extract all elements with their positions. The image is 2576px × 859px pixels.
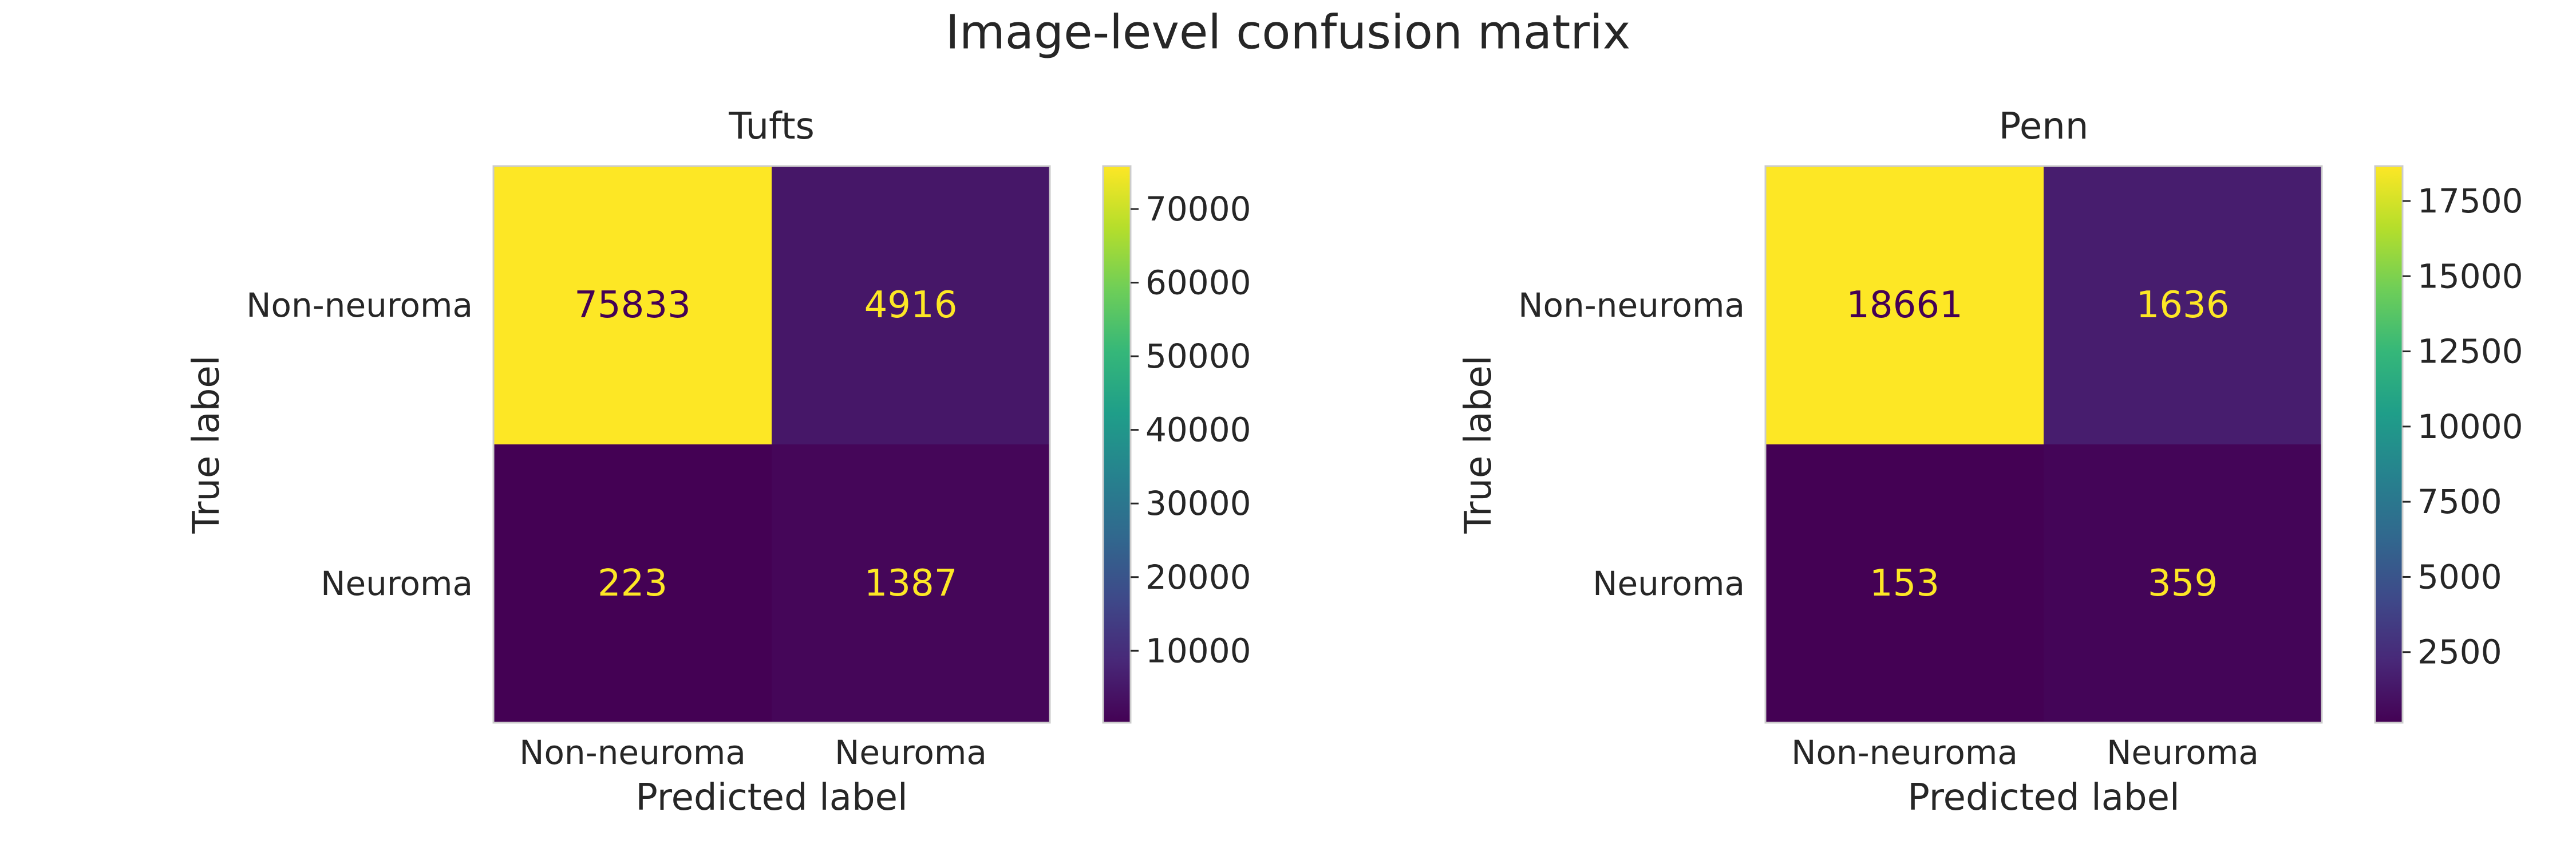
colorbar-frame	[1102, 165, 1132, 724]
heatmap-cell	[772, 166, 1050, 444]
confusion-matrix-panel-2: Penn 18661 1636 153 359 Non-neuroma Neuroma Non…	[1457, 105, 2523, 819]
cell-value-label: 153	[1870, 562, 1939, 605]
heatmap-cell	[2044, 444, 2322, 723]
x-tick-label: Neuroma	[835, 733, 987, 772]
x-tick-label: Non-neuroma	[1791, 733, 2018, 772]
cell-value-label: 1387	[864, 562, 958, 605]
colorbar	[1103, 166, 1131, 723]
colorbar-tick-label: 17500	[2417, 182, 2523, 220]
figure-title: Image-level confusion matrix	[946, 5, 1631, 60]
colorbar-tick-label: 12500	[2417, 332, 2523, 371]
heatmap-cell	[2044, 166, 2322, 444]
colorbar-tick-label: 15000	[2417, 257, 2523, 295]
colorbar-tick-label: 5000	[2417, 557, 2502, 596]
y-axis-label: True label	[185, 355, 228, 534]
colorbar-tick-label: 30000	[1145, 484, 1251, 523]
matrix-frame	[492, 165, 1051, 724]
heatmap-cell	[1765, 166, 2044, 444]
colorbar-tick-label: 60000	[1145, 263, 1251, 302]
x-axis-label: Predicted label	[1907, 777, 2180, 819]
matrix-frame	[1764, 165, 2323, 724]
y-tick-label: Neuroma	[1593, 564, 1745, 603]
colorbar-tick-label: 2500	[2417, 633, 2502, 672]
colorbar-frame	[2374, 165, 2404, 724]
colorbar-tick-label: 10000	[2417, 407, 2523, 446]
y-tick-label: Non-neuroma	[246, 286, 473, 325]
colorbar-tick-label: 70000	[1145, 190, 1251, 228]
panel-title: Penn	[1999, 105, 2089, 148]
cell-value-label: 359	[2148, 562, 2218, 605]
heatmap-cell	[772, 444, 1050, 723]
heatmap-cell	[1765, 444, 2044, 723]
cell-value-label: 1636	[2136, 284, 2230, 326]
x-tick-label: Neuroma	[2107, 733, 2259, 772]
x-axis-label: Predicted label	[635, 777, 908, 819]
colorbar-tick-label: 20000	[1145, 558, 1251, 597]
cell-value-label: 18661	[1846, 284, 1963, 326]
panel-title: Tufts	[728, 105, 815, 148]
colorbar-tick-label: 40000	[1145, 411, 1251, 450]
y-tick-label: Non-neuroma	[1518, 286, 1745, 325]
colorbar	[2375, 166, 2403, 723]
cell-value-label: 4916	[864, 284, 958, 326]
cell-value-label: 223	[598, 562, 667, 605]
y-axis-label: True label	[1457, 355, 1500, 534]
confusion-matrix-panel-1: Tufts 75833 4916 223 1387 Non-neuroma Neuroma N…	[185, 105, 1251, 819]
x-tick-label: Non-neuroma	[519, 733, 746, 772]
colorbar-tick-label: 50000	[1145, 337, 1251, 376]
y-tick-label: Neuroma	[321, 564, 473, 603]
heatmap-cell	[493, 444, 772, 723]
cell-value-label: 75833	[574, 284, 691, 326]
heatmap-cell	[493, 166, 772, 444]
colorbar-tick-label: 7500	[2417, 482, 2502, 521]
colorbar-tick-label: 10000	[1145, 631, 1251, 670]
